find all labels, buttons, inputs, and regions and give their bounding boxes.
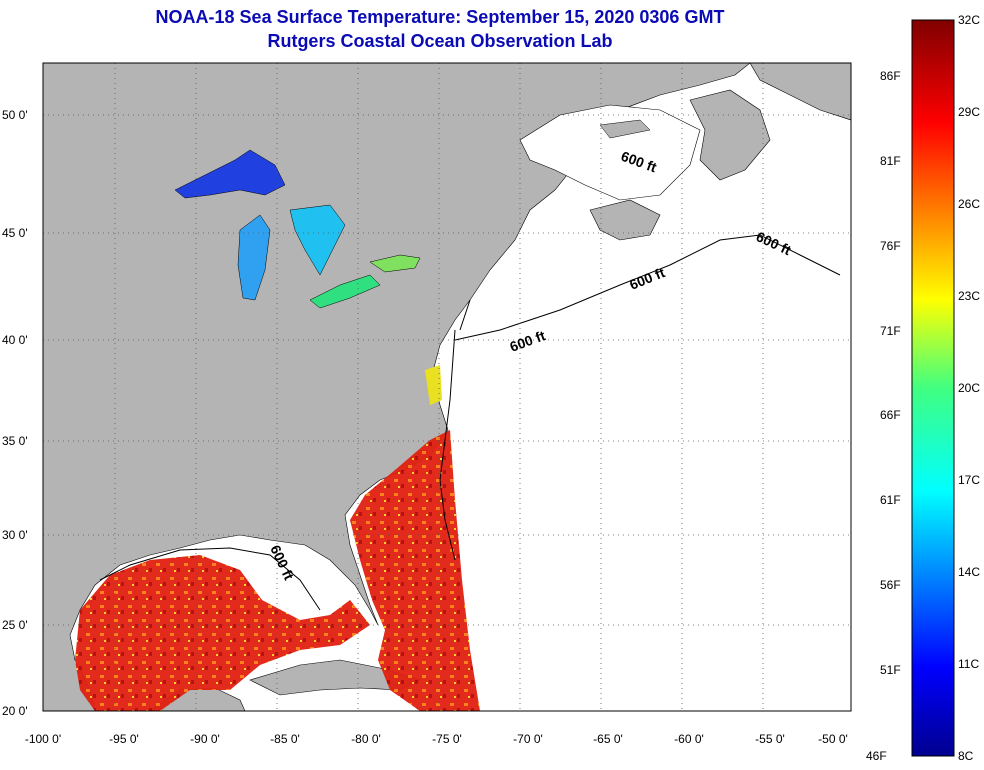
lat-axis: 50 0' 45 0' 40 0' 35 0' 30 0' 25 0' 20 0… xyxy=(2,108,28,718)
fahrenheit-tick: 76F xyxy=(880,239,901,253)
nova-scotia-land xyxy=(589,199,661,241)
lake-huron xyxy=(289,204,346,276)
celsius-tick: 23C xyxy=(958,289,980,303)
celsius-tick: 8C xyxy=(958,749,974,763)
lon-axis: -100 0' -95 0' -90 0' -85 0' -80 0' -75 … xyxy=(25,732,848,746)
lake-erie xyxy=(309,274,381,309)
lon-tick: -60 0' xyxy=(674,732,704,746)
lon-tick: -100 0' xyxy=(25,732,61,746)
fahrenheit-tick: 71F xyxy=(880,324,901,338)
st-lawrence-water xyxy=(519,104,701,201)
graticule xyxy=(43,63,851,711)
colorbar xyxy=(911,19,955,757)
fahrenheit-tick: 51F xyxy=(880,663,901,677)
lon-tick: -70 0' xyxy=(513,732,543,746)
lat-tick: 25 0' xyxy=(2,618,28,632)
colorbar-celsius: 32C 29C 26C 23C 20C 17C 14C 11C 8C xyxy=(958,13,980,763)
map-border xyxy=(42,62,852,712)
labrador-land xyxy=(749,63,851,121)
lat-tick: 30 0' xyxy=(2,528,28,542)
fahrenheit-tick: 61F xyxy=(880,493,901,507)
colorbar-fahrenheit: 86F 81F 76F 71F 66F 61F 56F 51F 46F xyxy=(866,69,901,763)
fahrenheit-tick: 81F xyxy=(880,154,901,168)
lat-tick: 50 0' xyxy=(2,108,28,122)
celsius-tick: 26C xyxy=(958,197,980,211)
fahrenheit-tick: 86F xyxy=(880,69,901,83)
atlantic-sst xyxy=(350,430,480,711)
celsius-tick: 11C xyxy=(958,657,979,671)
lon-tick: -50 0' xyxy=(818,732,848,746)
lat-tick: 45 0' xyxy=(2,226,28,240)
lon-tick: -65 0' xyxy=(593,732,623,746)
isobath-600ft xyxy=(99,234,841,611)
celsius-tick: 14C xyxy=(958,565,980,579)
celsius-tick: 32C xyxy=(958,13,980,27)
lon-tick: -75 0' xyxy=(432,732,462,746)
lat-tick: 20 0' xyxy=(2,704,28,718)
newfoundland-land xyxy=(689,89,771,181)
lake-superior xyxy=(174,149,286,199)
lat-tick: 40 0' xyxy=(2,333,28,347)
gulf-nodata-patch xyxy=(235,545,335,610)
lon-tick: -95 0' xyxy=(109,732,139,746)
fahrenheit-tick: 66F xyxy=(880,408,901,422)
lat-tick: 35 0' xyxy=(2,434,28,448)
anticosti-land xyxy=(599,119,651,139)
gulf-sst xyxy=(75,555,370,711)
fahrenheit-tick: 56F xyxy=(880,578,901,592)
lake-michigan xyxy=(237,214,271,301)
lake-ontario xyxy=(369,254,421,273)
celsius-tick: 29C xyxy=(958,105,980,119)
chesapeake-sst xyxy=(425,365,442,405)
map-title: NOAA-18 Sea Surface Temperature: Septemb… xyxy=(155,7,725,27)
lon-tick: -80 0' xyxy=(351,732,381,746)
map-subtitle: Rutgers Coastal Ocean Observation Lab xyxy=(267,31,613,51)
lon-tick: -55 0' xyxy=(755,732,785,746)
lon-tick: -85 0' xyxy=(270,732,300,746)
fahrenheit-tick: 46F xyxy=(866,749,887,763)
lon-tick: -90 0' xyxy=(190,732,220,746)
celsius-tick: 17C xyxy=(958,473,980,487)
celsius-tick: 20C xyxy=(958,381,980,395)
